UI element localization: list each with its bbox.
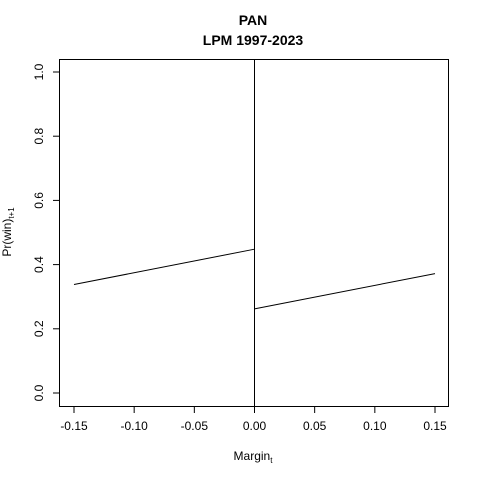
x-tick-label: -0.15 (60, 419, 88, 433)
y-axis-label: Pr(win)t+1 (0, 207, 16, 257)
fit-line-left (73, 248, 255, 285)
y-tick-label: 1.0 (32, 63, 46, 80)
x-tick-label: 0.15 (423, 419, 447, 433)
x-tick-label: 0.10 (363, 419, 387, 433)
y-tick-label: 0.8 (32, 128, 46, 145)
y-tick-label: 0.2 (32, 320, 46, 337)
chart-title: PAN (239, 12, 268, 28)
x-tick-label: -0.10 (120, 419, 148, 433)
x-tick-label: 0.00 (243, 419, 267, 433)
y-tick-label: 0.6 (32, 192, 46, 209)
x-axis: -0.15 -0.10 -0.05 0.00 0.05 0.10 0.15 (60, 406, 447, 433)
plot-marks (73, 59, 436, 407)
x-tick-label: -0.05 (181, 419, 209, 433)
chart-subtitle: LPM 1997-2023 (203, 32, 304, 48)
x-tick-label: 0.05 (303, 419, 327, 433)
fit-line-right (254, 273, 436, 310)
y-axis: 0.0 0.2 0.4 0.6 0.8 1.0 (32, 63, 60, 401)
y-tick-label: 0.4 (32, 256, 46, 273)
x-axis-label: Margint (234, 449, 274, 465)
y-tick-label: 0.0 (32, 384, 46, 401)
